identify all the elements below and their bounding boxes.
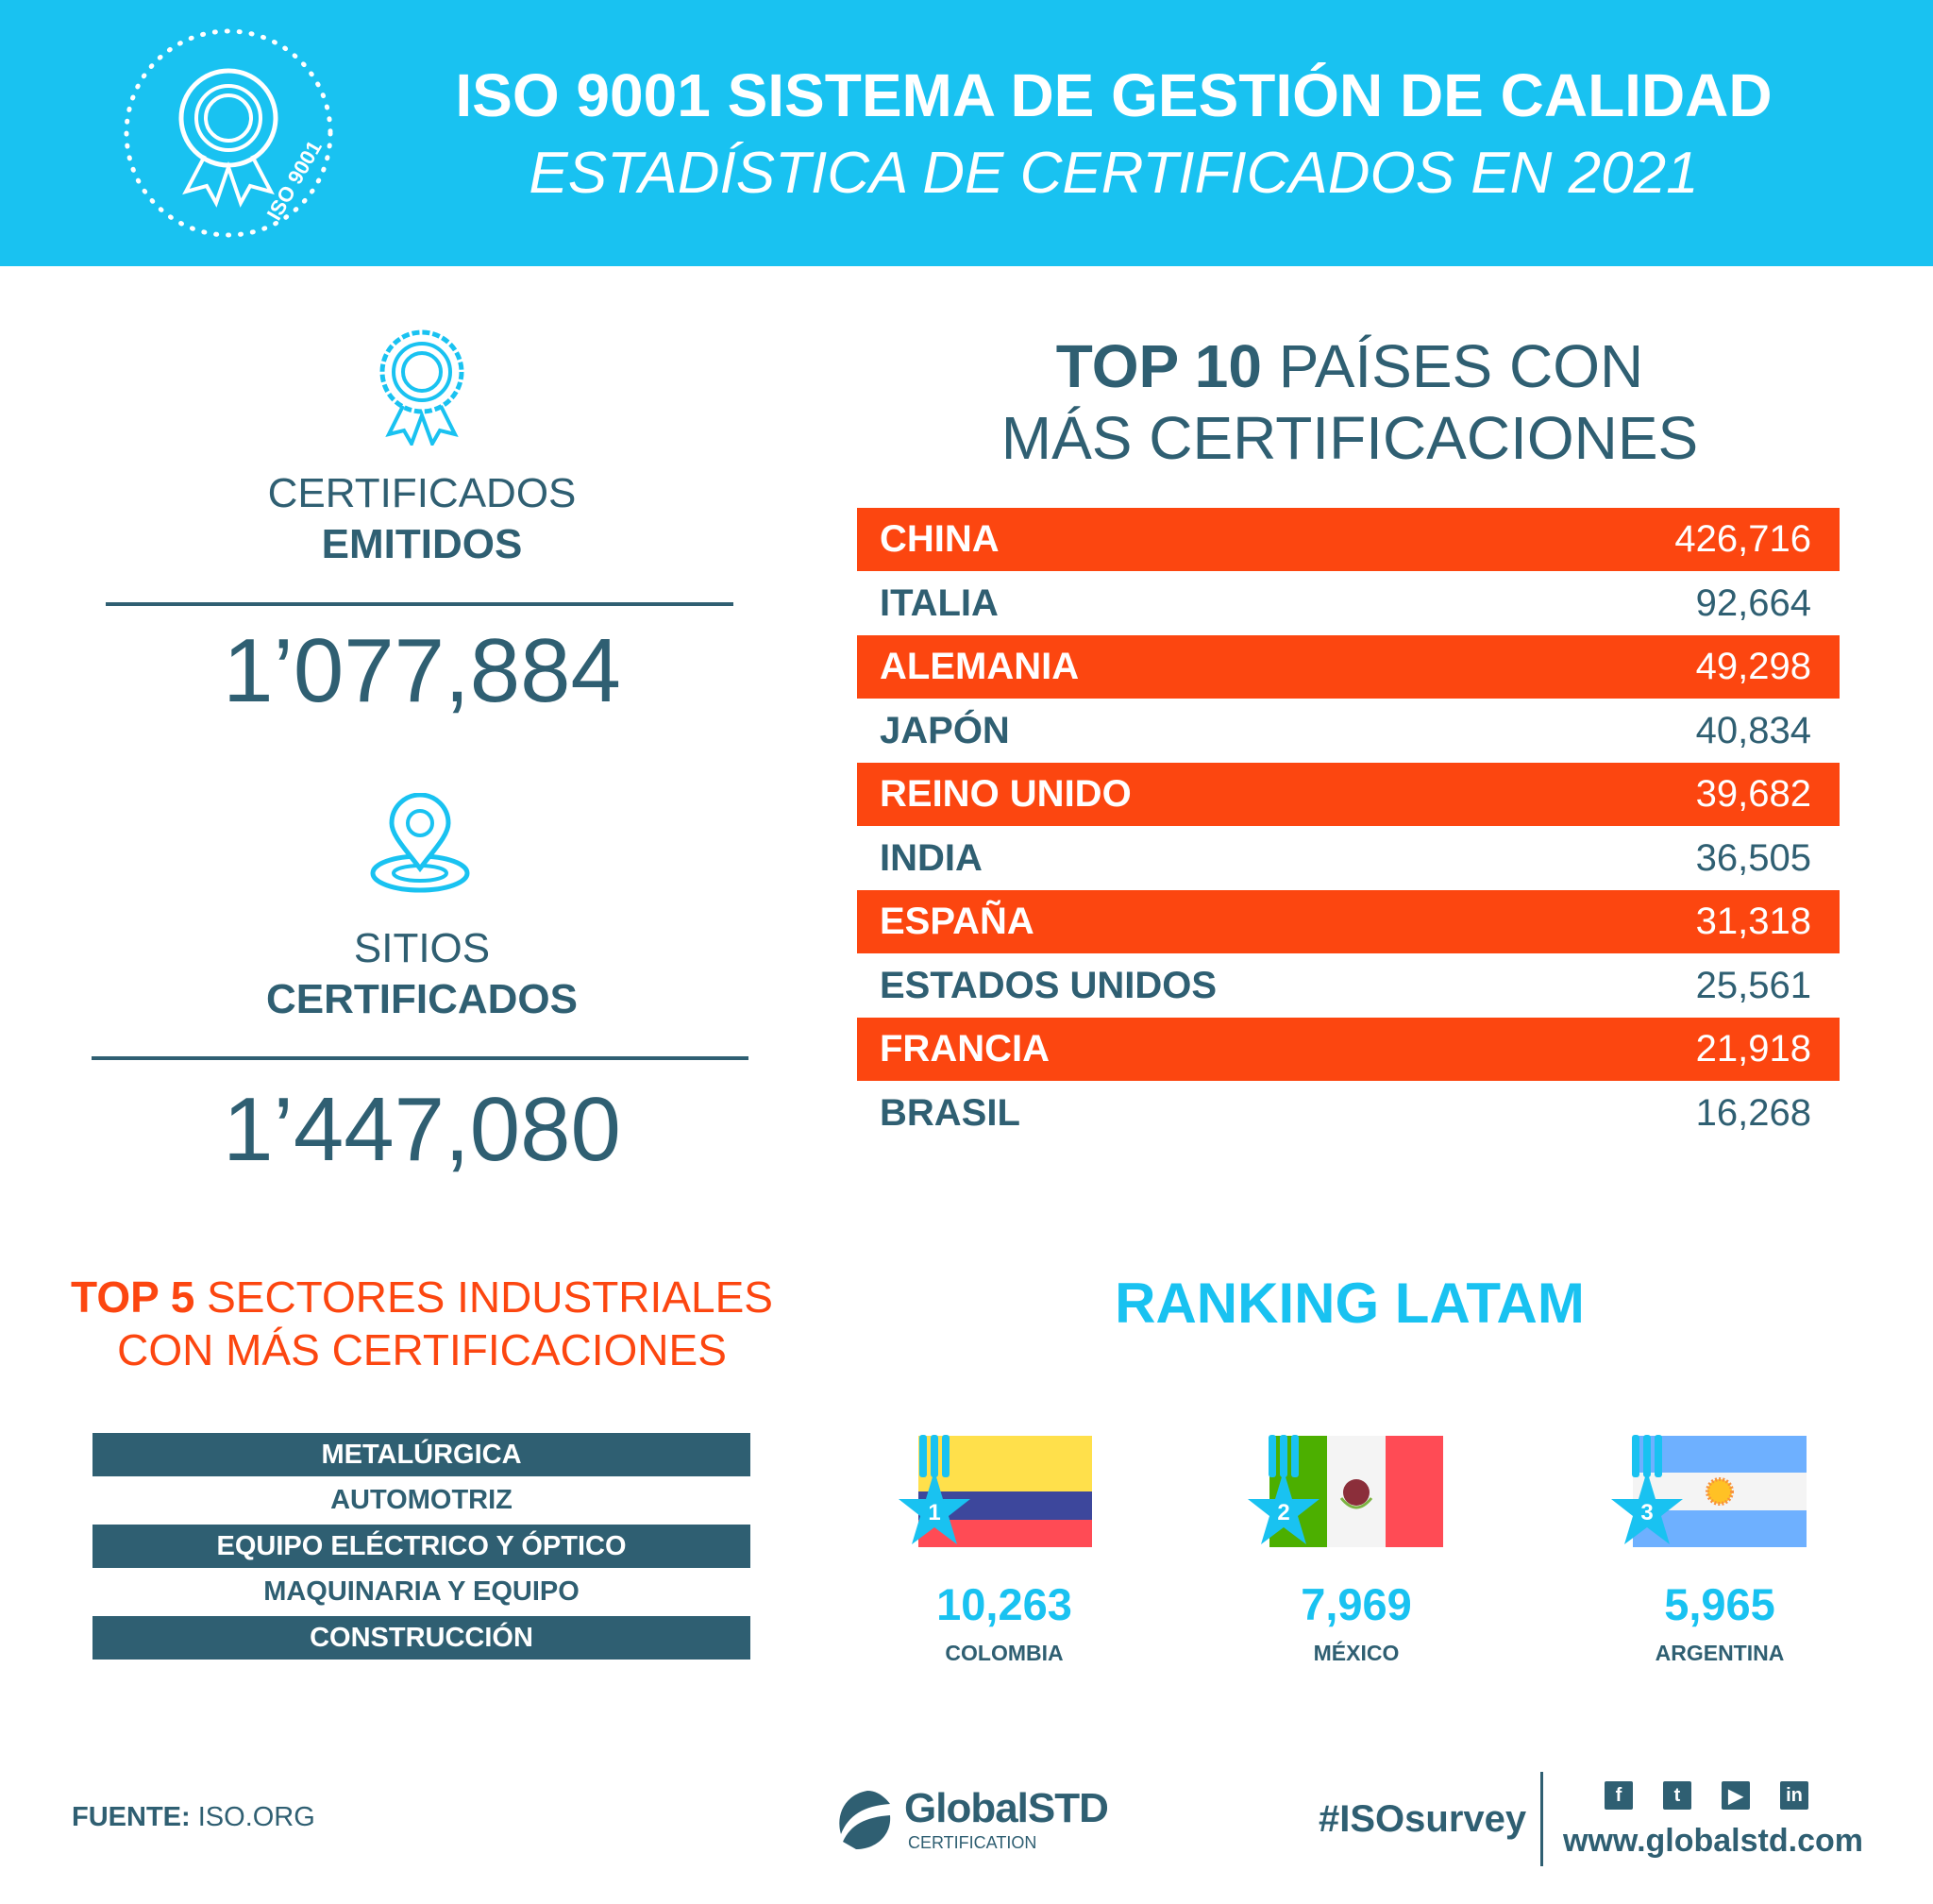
website-link[interactable]: www.globalstd.com: [1563, 1823, 1863, 1859]
country-name: JAPÓN: [880, 709, 1010, 751]
country-value: 25,561: [1695, 964, 1811, 1006]
table-row: CHINA 426,716: [857, 508, 1840, 571]
medal-rank: 2: [1277, 1500, 1289, 1525]
sector-item: AUTOMOTRIZ: [330, 1485, 513, 1516]
linkedin-icon[interactable]: in: [1780, 1781, 1808, 1810]
latam-value: 10,263: [936, 1579, 1072, 1629]
country-value: 92,664: [1695, 581, 1811, 624]
sector-item: CONSTRUCCIÓN: [92, 1616, 750, 1660]
top5-title-rest: SECTORES INDUSTRIALES: [194, 1272, 773, 1322]
source: FUENTE: ISO.ORG: [72, 1801, 315, 1833]
facebook-icon[interactable]: f: [1605, 1781, 1633, 1810]
footer-divider: [1540, 1772, 1543, 1866]
twitter-icon[interactable]: t: [1663, 1781, 1691, 1810]
hashtag: #ISOsurvey: [1319, 1798, 1527, 1840]
sector-item: MAQUINARIA Y EQUIPO: [263, 1576, 580, 1608]
sites-label: SITIOS: [353, 925, 491, 971]
country-name: INDIA: [880, 836, 983, 879]
medal-rank: 1: [928, 1500, 940, 1525]
country-value: 36,505: [1695, 836, 1811, 879]
country-name: BRASIL: [880, 1091, 1020, 1134]
top5-title-line2: CON MÁS CERTIFICACIONES: [117, 1325, 727, 1374]
top5-title: TOP 5 SECTORES INDUSTRIALES CON MÁS CERT…: [19, 1271, 825, 1376]
medal-star-icon: 2: [1248, 1435, 1319, 1544]
table-row: ESTADOS UNIDOS 25,561: [857, 954, 1840, 1018]
header-banner: [0, 0, 1933, 266]
top10-title-line2: MÁS CERTIFICACIONES: [1000, 404, 1699, 472]
table-row: REINO UNIDO 39,682: [857, 763, 1840, 826]
latam-value: 5,965: [1664, 1579, 1775, 1629]
youtube-icon[interactable]: ▶: [1722, 1781, 1750, 1810]
top10-title-rest: PAÍSES CON: [1261, 332, 1644, 400]
certificates-label: CERTIFICADOS: [267, 470, 577, 516]
country-value: 40,834: [1695, 709, 1811, 751]
latam-country: ARGENTINA: [1655, 1641, 1785, 1665]
country-value: 426,716: [1674, 518, 1811, 560]
sector-item: METALÚRGICA: [92, 1433, 750, 1476]
country-name: ESPAÑA: [880, 901, 1034, 942]
latam-country: COLOMBIA: [945, 1641, 1064, 1665]
country-name: FRANCIA: [880, 1028, 1050, 1070]
table-row: BRASIL 16,268: [857, 1082, 1840, 1145]
divider: [106, 602, 733, 606]
table-row: ESPAÑA 31,318: [857, 890, 1840, 953]
country-name: ESTADOS UNIDOS: [880, 964, 1218, 1006]
latam-value: 7,969: [1301, 1579, 1412, 1629]
latam-country: MÉXICO: [1313, 1641, 1400, 1665]
top10-title: TOP 10 PAÍSES CON MÁS CERTIFICACIONES: [878, 330, 1822, 474]
table-row: ALEMANIA 49,298: [857, 635, 1840, 699]
country-value: 16,268: [1695, 1091, 1811, 1134]
logo-subtitle: CERTIFICATION: [908, 1833, 1037, 1852]
iso-badge-icon: ISO 9001: [124, 28, 333, 238]
sites-label-bold: CERTIFICADOS: [266, 976, 578, 1022]
sites-value: 1’447,080: [223, 1079, 621, 1180]
country-value: 31,318: [1695, 901, 1811, 942]
sector-item: EQUIPO ELÉCTRICO Y ÓPTICO: [92, 1525, 750, 1569]
table-row: INDIA 36,505: [857, 827, 1840, 890]
top10-title-bold: TOP 10: [1055, 332, 1262, 400]
certificates-value: 1’077,884: [223, 620, 621, 721]
logo-name: GlobalSTD: [904, 1785, 1109, 1831]
table-row: JAPÓN 40,834: [857, 699, 1840, 763]
page-subtitle: ESTADÍSTICA DE CERTIFICADOS EN 2021: [529, 141, 1699, 206]
source-value: ISO.ORG: [197, 1802, 315, 1832]
page-title: ISO 9001 SISTEMA DE GESTIÓN DE CALIDAD: [455, 61, 1773, 129]
latam-title: RANKING LATAM: [1115, 1272, 1585, 1335]
divider: [92, 1056, 748, 1060]
medal-rank: 3: [1640, 1500, 1653, 1525]
award-icon: [379, 329, 464, 446]
country-name: REINO UNIDO: [880, 773, 1132, 815]
country-name: ITALIA: [880, 581, 999, 624]
country-value: 49,298: [1695, 646, 1811, 687]
source-label: FUENTE:: [72, 1802, 191, 1832]
country-name: CHINA: [880, 518, 1000, 560]
country-value: 21,918: [1695, 1028, 1811, 1070]
country-name: ALEMANIA: [880, 646, 1080, 687]
medal-star-icon: 1: [899, 1435, 970, 1544]
country-value: 39,682: [1695, 773, 1811, 815]
certificates-label-bold: EMITIDOS: [321, 521, 523, 567]
top5-title-bold: TOP 5: [71, 1272, 195, 1322]
table-row: ITALIA 92,664: [857, 572, 1840, 635]
medal-star-icon: 3: [1611, 1435, 1683, 1544]
globalstd-logo-icon: [839, 1791, 891, 1849]
table-row: FRANCIA 21,918: [857, 1018, 1840, 1081]
location-pin-icon: [370, 793, 470, 893]
